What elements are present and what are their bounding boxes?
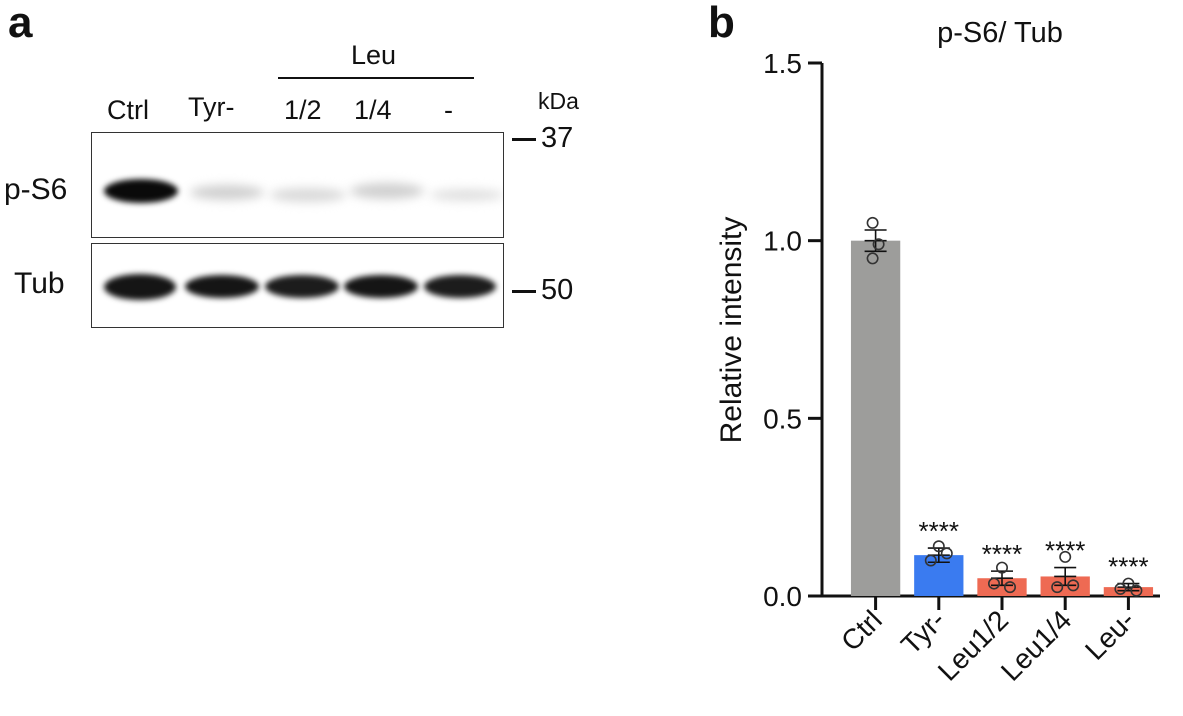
x-tick-label: Ctrl — [835, 604, 888, 657]
y-axis-label: Relative intensity — [715, 217, 748, 444]
data-point — [932, 540, 945, 553]
data-point — [872, 238, 885, 251]
data-point — [866, 252, 879, 265]
data-point — [1067, 579, 1080, 592]
marker-dash-50 — [512, 290, 536, 293]
x-tick-label: Leu1/2 — [932, 604, 1014, 686]
panel-a-letter: a — [8, 0, 33, 47]
data-point — [866, 216, 879, 229]
band — [265, 275, 339, 298]
band — [104, 179, 178, 203]
leu-group-line — [278, 77, 474, 79]
lane-label-none: - — [444, 95, 453, 125]
lane-label-tyr: Tyr- — [188, 92, 235, 122]
marker-37: 37 — [541, 122, 574, 154]
y-tick-label: 0.0 — [763, 581, 802, 612]
x-tick-label: Tyr- — [895, 604, 951, 660]
band — [350, 183, 424, 199]
x-tick-label: Leu- — [1079, 604, 1141, 666]
band — [424, 275, 496, 298]
panel-b-letter: b — [708, 0, 735, 47]
data-point — [1114, 582, 1127, 595]
significance-label: **** — [1045, 536, 1085, 566]
y-tick-label: 1.0 — [763, 226, 802, 257]
band — [190, 185, 264, 200]
lane-label-ctrl: Ctrl — [107, 95, 149, 125]
marker-dash-37 — [512, 138, 536, 141]
data-point — [1059, 550, 1072, 563]
kda-label: kDa — [538, 88, 579, 114]
blot-ps6 — [91, 132, 504, 238]
marker-50: 50 — [541, 274, 574, 306]
data-point — [940, 547, 953, 560]
blot-label-ps6: p-S6 — [4, 173, 68, 206]
band — [185, 275, 259, 298]
data-point — [1122, 577, 1135, 590]
data-point — [1003, 581, 1016, 594]
bar — [1103, 587, 1154, 596]
significance-label: **** — [982, 539, 1022, 569]
band — [270, 188, 346, 202]
lane-label-half: 1/2 — [284, 95, 322, 125]
leu-group-label: Leu — [351, 40, 397, 70]
significance-label: **** — [919, 516, 959, 546]
chart-title: p-S6/ Tub — [937, 17, 1063, 49]
data-point — [1130, 584, 1143, 597]
data-point — [924, 554, 937, 567]
significance-label: **** — [1108, 552, 1148, 582]
band — [104, 274, 176, 300]
data-point — [995, 561, 1008, 574]
blot-label-tub: Tub — [14, 267, 65, 300]
bar — [850, 240, 901, 596]
blot-tub — [91, 243, 504, 328]
band — [430, 189, 503, 201]
lane-label-quarter: 1/4 — [354, 95, 392, 125]
y-tick-label: 0.5 — [763, 403, 802, 434]
data-point — [987, 577, 1000, 590]
band — [344, 275, 418, 298]
y-tick-label: 1.5 — [763, 48, 802, 79]
data-point — [1051, 581, 1064, 594]
x-tick-label: Leu1/4 — [995, 604, 1077, 686]
